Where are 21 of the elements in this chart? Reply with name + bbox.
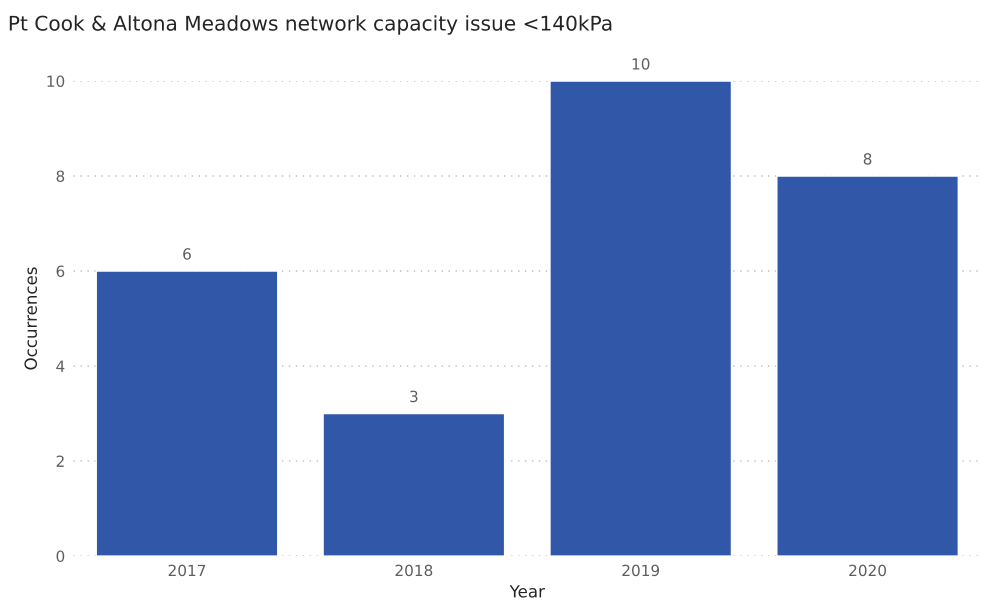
bar bbox=[322, 412, 506, 556]
x-tick-label: 2017 bbox=[168, 564, 206, 576]
y-tick-label: 4 bbox=[56, 360, 64, 372]
data-label: 8 bbox=[864, 153, 872, 165]
bar bbox=[549, 80, 732, 556]
x-tick-label: 2019 bbox=[622, 564, 660, 576]
y-tick-label: 2 bbox=[56, 455, 64, 467]
y-tick-label: 8 bbox=[56, 170, 64, 182]
x-tick-label: 2020 bbox=[849, 564, 886, 576]
x-tick-label: 2018 bbox=[396, 564, 432, 576]
y-axis-title: Occurrences bbox=[24, 267, 38, 370]
x-axis-title: Year bbox=[510, 585, 545, 598]
y-tick-label: 10 bbox=[47, 75, 64, 88]
data-label: 6 bbox=[183, 248, 191, 260]
chart-title: Pt Cook & Altona Meadows network capacity issue <140kPa bbox=[10, 15, 612, 35]
bar bbox=[776, 175, 960, 556]
data-label: 10 bbox=[632, 58, 650, 70]
y-tick-label: 0 bbox=[56, 550, 64, 562]
bar bbox=[96, 270, 278, 556]
y-tick-label: 6 bbox=[56, 265, 64, 278]
data-label: 3 bbox=[410, 390, 418, 402]
